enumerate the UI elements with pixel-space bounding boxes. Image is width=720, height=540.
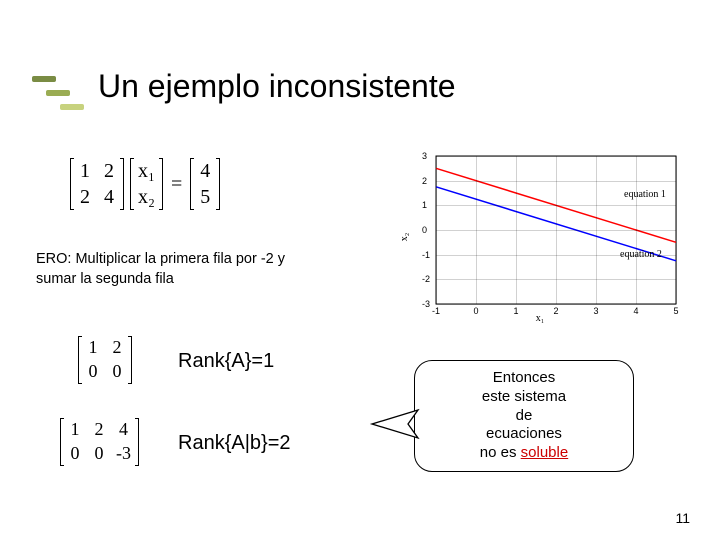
cell: x₂	[138, 186, 155, 208]
conclusion-callout: Entonces este sistema de ecuaciones no e…	[414, 360, 634, 472]
chart-lines	[398, 148, 682, 326]
matrix-equation: 12 24 x₁x₂ = 45	[70, 158, 220, 210]
text: ERO: Multiplicar la primera fila por -2 …	[36, 251, 285, 267]
accent-tick	[32, 76, 56, 82]
cell: 0	[92, 444, 106, 464]
text: ecuaciones	[486, 425, 562, 442]
text: sumar la segunda fila	[36, 271, 174, 287]
cell: 2	[78, 186, 92, 208]
cell: 1	[78, 160, 92, 182]
title-accent	[32, 76, 88, 118]
ylabel: x₂	[399, 233, 410, 242]
text: este sistema	[482, 388, 566, 405]
cell: 2	[92, 420, 106, 440]
cell: 1	[86, 338, 100, 358]
xlabel: x₁	[536, 313, 545, 324]
page-number: 11	[675, 510, 690, 526]
cell: 2	[102, 160, 116, 182]
cell: 4	[198, 160, 212, 182]
rank-A-label: Rank{A}=1	[178, 350, 274, 373]
cell: 0	[86, 362, 100, 382]
matrix-A: 12 24	[70, 158, 124, 210]
cell: x₁	[138, 160, 155, 182]
equations-chart: x₂ x₁ -1012345-3-2-10123equation 1equati…	[398, 148, 682, 326]
cell: 4	[102, 186, 116, 208]
reduced-matrix-A: 10 20	[78, 336, 132, 384]
vector-x: x₁ x₂	[130, 158, 163, 210]
vector-b: 45	[190, 158, 220, 210]
cell: 0	[68, 444, 82, 464]
augmented-matrix: 10 20 4-3	[60, 418, 139, 466]
text: de	[516, 407, 533, 424]
equals-sign: =	[169, 173, 184, 196]
ero-description: ERO: Multiplicar la primera fila por -2 …	[36, 250, 285, 289]
callout-pointer-icon	[366, 400, 420, 446]
cell: 2	[110, 338, 124, 358]
cell: 0	[110, 362, 124, 382]
cell: 4	[117, 420, 131, 440]
callout-bubble: Entonces este sistema de ecuaciones no e…	[414, 360, 634, 472]
rank-Ab-label: Rank{A|b}=2	[178, 432, 291, 455]
text: no es	[480, 444, 521, 461]
accent-tick	[46, 90, 70, 96]
text: Entonces	[493, 369, 556, 386]
accent-tick	[60, 104, 84, 110]
page-title: Un ejemplo inconsistente	[98, 68, 456, 105]
cell: 5	[198, 186, 212, 208]
cell: 1	[68, 420, 82, 440]
soluble-word: soluble	[521, 444, 569, 461]
cell: -3	[116, 444, 131, 464]
